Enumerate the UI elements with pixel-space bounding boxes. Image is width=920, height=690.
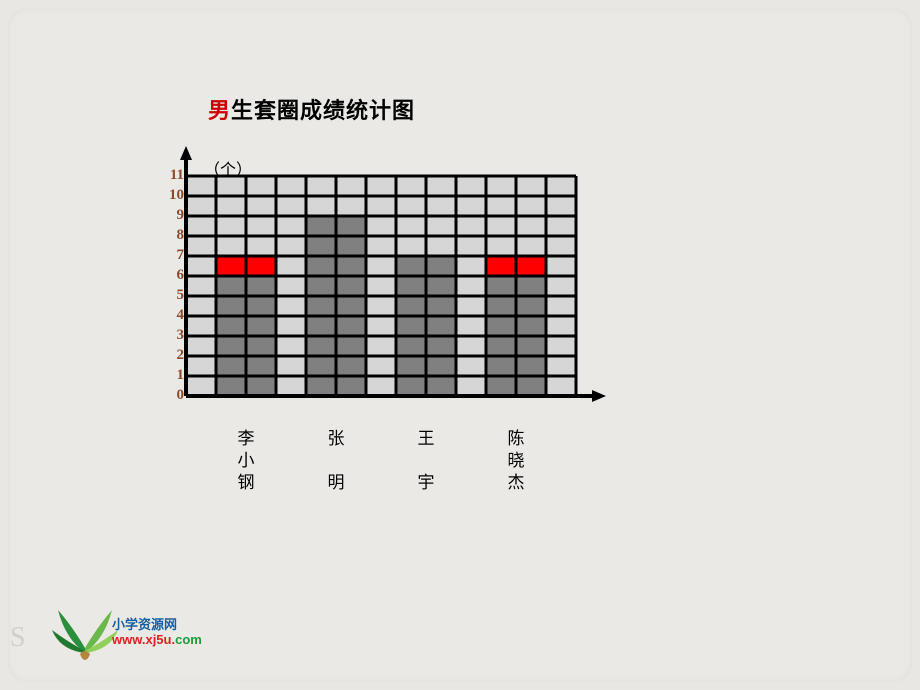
y-tick-label: 1: [158, 368, 184, 383]
x-tick-label: 李小钢: [231, 428, 261, 494]
title-rest: 生套圈成绩统计图: [231, 98, 415, 123]
y-tick-label: 8: [158, 228, 184, 243]
x-tick-label: 陈晓杰: [501, 428, 531, 494]
title-highlight: 男: [208, 98, 231, 123]
y-tick-label: 11: [158, 168, 184, 183]
x-tick-label: 张 明: [321, 428, 351, 494]
y-tick-label: 10: [158, 188, 184, 203]
site-logo: 小学资源网 www.xj5u.com: [50, 598, 230, 666]
y-tick-label: 2: [158, 348, 184, 363]
y-tick-label: 0: [158, 388, 184, 403]
y-tick-label: 3: [158, 328, 184, 343]
logo-leaf-icon: [50, 598, 120, 666]
y-tick-label: 9: [158, 208, 184, 223]
chart-title: 男生套圈成绩统计图: [208, 93, 415, 125]
y-tick-label: 4: [158, 308, 184, 323]
logo-url-com: com: [175, 632, 202, 647]
slide-background: 男生套圈成绩统计图 （个） 01234567891011 李小钢张 明王 宇陈晓…: [8, 8, 912, 682]
y-tick-label: 7: [158, 248, 184, 263]
y-axis-labels: 01234567891011: [158, 176, 184, 418]
logo-text-url: www.xj5u.com: [112, 632, 202, 647]
bar-chart: [186, 176, 586, 418]
logo-text-cn: 小学资源网: [112, 614, 177, 633]
x-tick-label: 王 宇: [411, 428, 441, 494]
y-tick-label: 5: [158, 288, 184, 303]
y-tick-label: 6: [158, 268, 184, 283]
watermark-s: S: [10, 622, 26, 654]
logo-url-main: www.xj5u.: [112, 632, 175, 647]
